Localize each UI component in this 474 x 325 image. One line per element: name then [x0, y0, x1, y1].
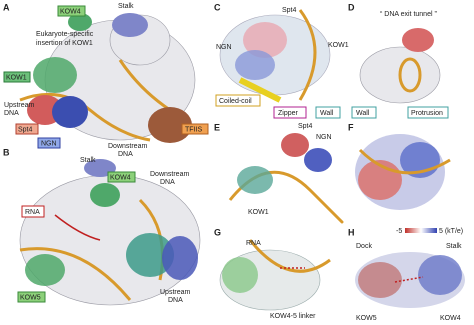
panel-letter: G: [214, 227, 221, 237]
label: KOW4-5 linker: [270, 313, 316, 320]
label: Upstream: [4, 102, 35, 109]
panel-d: D “ DNA exit tunnel ” Wall Protrusion: [348, 2, 449, 119]
panel-b: B Stalk KOW4 Downstream DNA RNA KOW5 Ups…: [3, 147, 201, 306]
panel-letter: D: [348, 2, 355, 12]
label: Stalk: [446, 243, 462, 250]
label: NGN: [316, 134, 332, 141]
label: DNA: [168, 297, 183, 304]
label: Eukaryote-specific: [36, 31, 94, 38]
panel-h: H -5 5 (kT/e) Dock Stalk KOW5 KOW4: [348, 227, 465, 322]
label: DNA: [4, 110, 19, 117]
panel-letter: B: [3, 147, 10, 157]
panel-letter: C: [214, 2, 221, 12]
panel-a: A Stalk KOW4 Eukaryote-specific insertio…: [3, 2, 209, 158]
label: Upstream: [160, 289, 191, 296]
label: Wall: [320, 110, 334, 117]
label: NGN: [216, 44, 232, 51]
label: Downstream: [150, 171, 189, 178]
panel-g: G RNA KOW4-5 linker: [214, 227, 331, 320]
label: KOW5: [356, 315, 377, 322]
label: KOW4: [110, 174, 131, 181]
label: KOW1: [328, 42, 349, 49]
label: Spt4: [18, 126, 33, 133]
label: NGN: [41, 140, 57, 147]
panel-letter: E: [214, 122, 220, 132]
label: DNA: [160, 179, 175, 186]
label: “ DNA exit tunnel ”: [380, 11, 437, 18]
label: Zipper: [278, 110, 299, 117]
label: KOW4: [60, 8, 81, 15]
panel-f: F: [348, 122, 451, 210]
panel-c: C Spt4 NGN KOW1 Coiled-coil Zipper Wall: [214, 2, 349, 119]
label: RNA: [246, 240, 261, 247]
panel-e: E Spt4 NGN KOW1: [214, 122, 344, 224]
label: TFIIS: [185, 126, 202, 133]
label: -5: [396, 228, 402, 235]
panel-letter: A: [3, 2, 10, 12]
label: 5 (kT/e): [439, 228, 463, 235]
label: KOW4: [440, 315, 461, 322]
label: Stalk: [80, 157, 96, 164]
label: Spt4: [282, 7, 297, 14]
label: KOW5: [20, 294, 41, 301]
label: insertion of KOW1: [36, 40, 93, 47]
label: DNA: [118, 151, 133, 158]
label: Wall: [356, 110, 370, 117]
label: Stalk: [118, 3, 134, 10]
label: KOW1: [248, 209, 269, 216]
label: Downstream: [108, 143, 147, 150]
label: Spt4: [298, 123, 313, 130]
label: RNA: [25, 209, 40, 216]
label: Protrusion: [411, 110, 443, 117]
panel-letter: H: [348, 227, 355, 237]
label: Coiled-coil: [219, 98, 252, 105]
label: KOW1: [6, 74, 27, 81]
panel-letter: F: [348, 122, 354, 132]
label: Dock: [356, 243, 372, 250]
